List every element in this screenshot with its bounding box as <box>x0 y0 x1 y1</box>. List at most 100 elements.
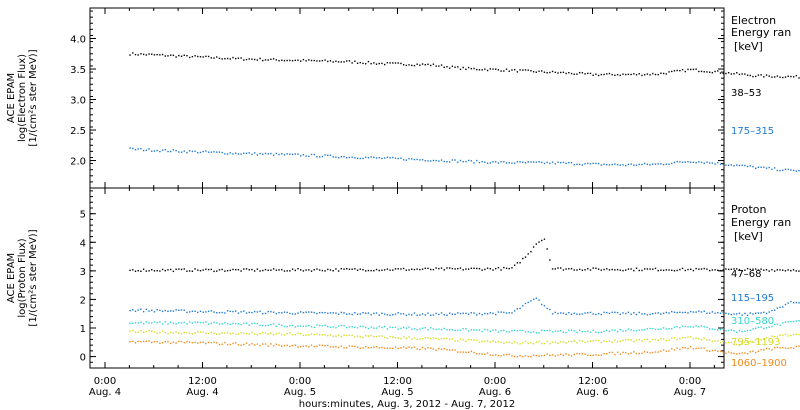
data-point <box>324 324 326 326</box>
y-tick-label: 5 <box>80 210 86 221</box>
data-point <box>373 62 375 64</box>
legend-entry: 115–195 <box>731 293 774 304</box>
data-point <box>267 153 269 155</box>
data-point <box>278 332 280 334</box>
data-point <box>259 310 261 312</box>
data-point <box>272 311 275 313</box>
data-point <box>178 54 180 57</box>
data-point <box>562 269 565 271</box>
data-point <box>329 346 332 348</box>
data-point <box>630 352 632 354</box>
data-point <box>532 331 535 333</box>
data-point <box>641 163 643 166</box>
data-point <box>327 312 329 314</box>
data-point <box>367 157 370 159</box>
data-point <box>343 334 345 336</box>
data-point <box>668 269 670 271</box>
data-point <box>619 353 621 355</box>
legend-title-line: [keV] <box>734 230 763 243</box>
data-point <box>779 269 781 271</box>
data-point <box>578 163 581 166</box>
data-point <box>787 269 789 271</box>
data-point <box>665 269 668 271</box>
data-point <box>773 346 776 349</box>
data-point <box>511 312 513 314</box>
data-point <box>581 353 584 355</box>
data-point <box>508 70 510 72</box>
data-point <box>370 334 372 337</box>
data-point <box>692 326 695 328</box>
data-point <box>283 270 286 272</box>
y-tick-label: 3.5 <box>70 65 86 76</box>
data-point <box>156 149 158 152</box>
data-point <box>389 62 391 64</box>
data-point <box>367 312 370 314</box>
data-point <box>419 338 421 340</box>
data-point <box>603 352 605 355</box>
data-point <box>167 332 169 335</box>
data-point <box>302 154 305 156</box>
data-point <box>703 162 705 164</box>
data-point <box>235 342 237 344</box>
data-point <box>749 351 751 353</box>
data-point <box>383 313 386 315</box>
data-point <box>725 352 727 354</box>
data-point <box>375 327 378 329</box>
data-point <box>700 347 703 349</box>
data-point <box>465 340 467 342</box>
data-point <box>332 335 334 338</box>
data-point <box>316 268 318 270</box>
data-point <box>240 344 242 347</box>
data-point <box>722 328 724 330</box>
data-point <box>508 312 510 314</box>
data-point <box>584 73 586 75</box>
data-point <box>383 347 386 349</box>
data-point <box>698 161 700 163</box>
data-point <box>492 329 494 331</box>
data-point <box>308 269 310 271</box>
data-point <box>153 311 156 313</box>
data-point <box>183 309 185 311</box>
data-point <box>178 151 180 153</box>
data-point <box>381 157 383 160</box>
data-point <box>446 349 448 351</box>
data-point <box>578 352 581 355</box>
data-point <box>660 313 662 315</box>
data-point <box>240 323 242 326</box>
data-point <box>256 311 259 313</box>
data-point <box>652 313 654 315</box>
data-point <box>554 330 556 332</box>
data-point <box>492 68 494 70</box>
data-point <box>134 342 137 344</box>
y-axis-label-line: [1/(cm²s ster MeV)] <box>28 49 39 146</box>
data-point <box>668 71 670 73</box>
data-point <box>522 305 524 307</box>
data-point <box>386 347 389 349</box>
x-tick-date-label: Aug. 6 <box>479 387 511 398</box>
data-point <box>727 71 730 74</box>
data-point <box>259 333 261 335</box>
data-point <box>730 164 733 166</box>
legend-title-line: Energy ran <box>731 26 791 39</box>
data-point <box>248 311 250 314</box>
data-point <box>332 61 334 63</box>
data-point <box>264 343 267 345</box>
y-tick-label: 3 <box>80 267 86 278</box>
data-point <box>546 329 548 332</box>
data-point <box>749 340 751 343</box>
data-point <box>757 338 760 340</box>
data-point <box>554 163 556 165</box>
data-point <box>408 157 410 160</box>
data-point <box>714 328 716 331</box>
data-point <box>213 151 215 153</box>
data-point <box>551 341 554 343</box>
data-point <box>421 337 424 340</box>
data-point <box>687 336 689 338</box>
data-point <box>362 312 364 314</box>
x-tick-time-label: 0:00 <box>289 376 311 387</box>
data-point <box>478 353 481 355</box>
data-point <box>798 345 800 347</box>
data-point <box>633 164 635 166</box>
data-point <box>790 300 792 303</box>
data-point <box>763 338 765 341</box>
